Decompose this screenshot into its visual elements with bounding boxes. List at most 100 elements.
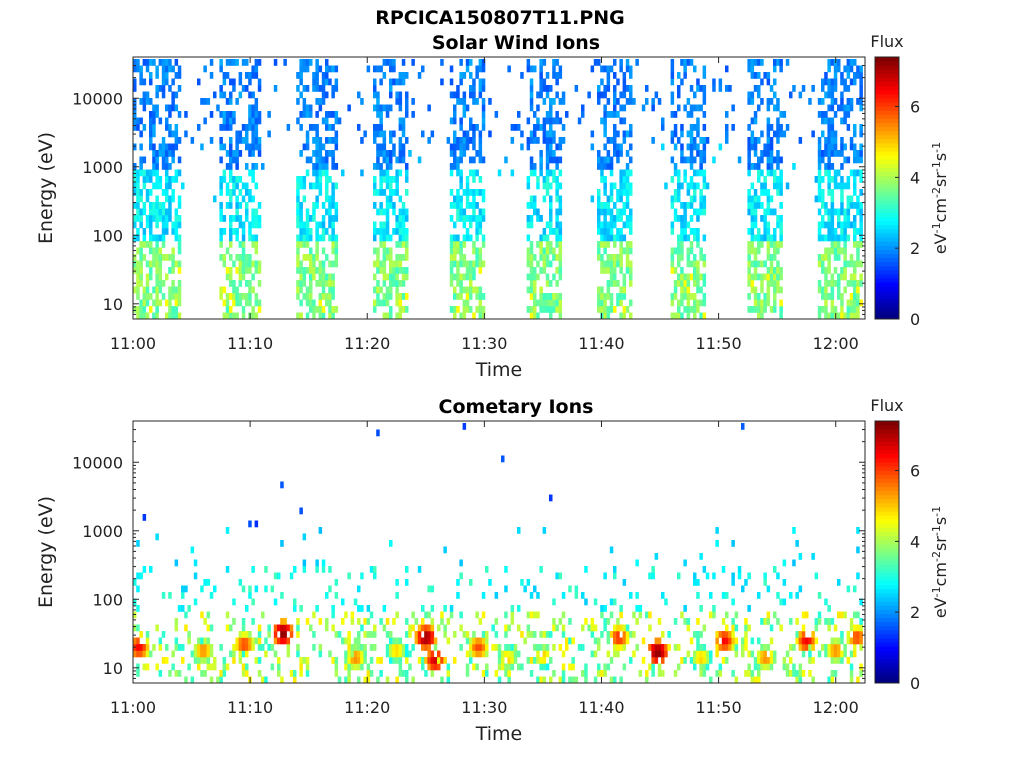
heatmap-cell [769,208,774,216]
heatmap-cell [750,117,755,125]
heatmap-cell [385,215,390,222]
heatmap-cell [622,280,627,287]
heatmap-cell [613,202,617,209]
heatmap-cell [837,104,841,112]
heatmap-cell [837,247,841,255]
heatmap-cell [657,637,662,645]
heatmap-cell [859,670,863,677]
heatmap-cell [689,176,694,183]
heatmap-cell [376,247,380,255]
heatmap-cell [392,618,396,625]
heatmap-cell [549,143,553,151]
heatmap-cell [449,143,454,151]
heatmap-cell [174,260,179,268]
heatmap-cell [321,117,326,125]
heatmap-cell [331,273,335,281]
heatmap-cell [427,611,431,619]
heatmap-cell [747,59,751,66]
heatmap-cell [200,670,204,677]
heatmap-cell [801,624,806,632]
heatmap-cell [753,215,758,222]
heatmap-cell [549,124,553,131]
heatmap-cell [161,228,166,235]
heatmap-cell [853,143,857,151]
heatmap-cell [245,293,249,300]
colorbar-step [875,490,899,496]
heatmap-cell [219,176,223,183]
heatmap-cell [504,156,508,164]
heatmap-cell [769,137,774,144]
heatmap-cell [715,527,719,534]
heatmap-cell [475,306,479,313]
heatmap-cell [529,312,534,320]
heatmap-cell [312,306,316,313]
heatmap-cell [177,234,182,242]
heatmap-cell [264,676,268,684]
heatmap-cell [302,280,307,287]
heatmap-cell [725,611,729,619]
heatmap-cell [389,202,393,209]
heatmap-cell [385,156,390,164]
colorbar [875,57,899,320]
heatmap-cell [763,572,767,580]
heatmap-cell [257,657,262,664]
heatmap-cell [600,176,604,183]
heatmap-cell [401,124,406,131]
heatmap-cell [689,657,694,664]
heatmap-cell [673,130,678,138]
heatmap-cell [529,260,534,268]
heatmap-cell [725,631,729,638]
heatmap-cell [325,228,329,235]
heatmap-cell [453,286,457,294]
heatmap-cell [840,163,844,170]
heatmap-cell [168,286,172,294]
heatmap-cell [549,657,553,664]
heatmap-cell [331,65,335,73]
heatmap-cell [225,273,230,281]
heatmap-cell [449,241,454,248]
heatmap-cell [696,228,700,235]
heatmap-cell [494,644,499,651]
heatmap-cell [833,644,838,651]
heatmap-cell [597,286,601,294]
heatmap-cell [773,182,777,190]
heatmap-cell [555,267,559,274]
heatmap-cell [827,124,831,131]
heatmap-cell [529,592,534,599]
colorbar-step [875,486,899,492]
heatmap-cell [219,156,223,164]
heatmap-cell [280,631,284,638]
heatmap-cell [197,650,201,658]
heatmap-cell [145,59,150,66]
heatmap-cell [145,91,150,99]
heatmap-cell [222,78,227,86]
heatmap-cell [849,65,854,73]
heatmap-cell [344,657,348,664]
heatmap-cell [321,228,326,235]
heatmap-cell [254,59,259,66]
heatmap-cell [817,260,822,268]
heatmap-cell [424,644,428,651]
heatmap-cell [363,644,367,651]
heatmap-cell [280,481,284,489]
heatmap-cell [769,267,774,274]
heatmap-cell [171,130,175,138]
heatmap-cell [302,59,307,66]
heatmap-cell [843,247,847,255]
heatmap-cell [593,624,598,632]
heatmap-cell [853,182,857,190]
heatmap-cell [561,124,566,131]
heatmap-cell [529,104,534,112]
heatmap-cell [606,195,611,203]
heatmap-cell [609,306,614,313]
heatmap-cell [478,299,483,307]
x-tick-label: 12:00 [813,698,859,717]
heatmap-cell [613,260,617,268]
heatmap-cell [683,169,687,177]
heatmap-cell [731,579,735,586]
colorbar-step [875,478,899,483]
heatmap-cell [709,611,713,619]
heatmap-cell [571,676,575,684]
heatmap-cell [133,598,137,606]
heatmap-cell [613,267,617,274]
